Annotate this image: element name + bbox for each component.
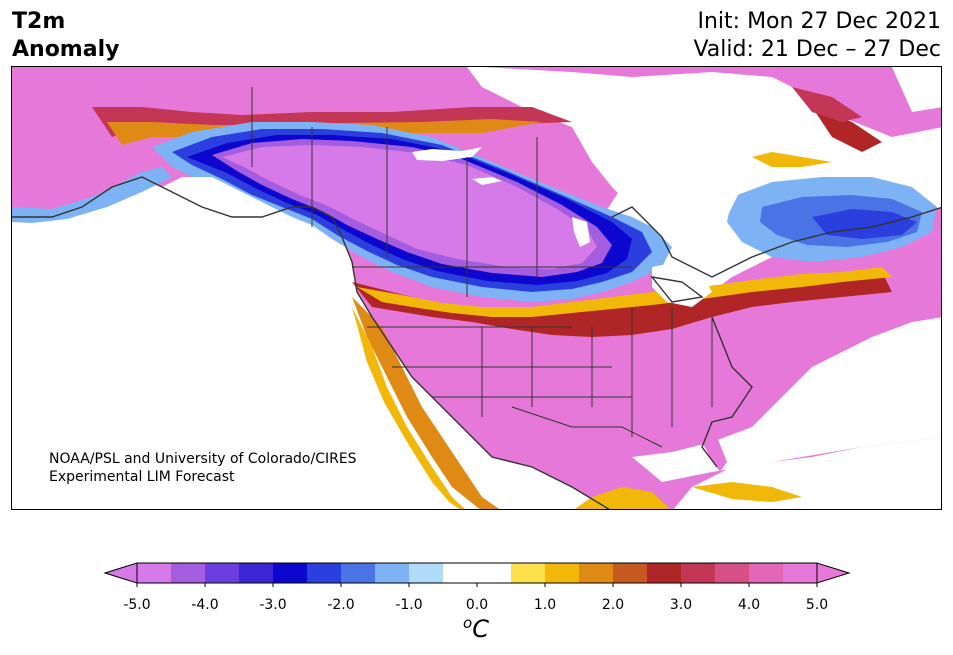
unit-letter: C [472,615,489,643]
title-line-1: T2m [12,9,66,34]
colorbar-over-arrow [816,562,851,584]
colorbar-tick-label: 1.0 [533,597,557,613]
colorbar [103,562,851,587]
title-line-2: Anomaly [12,37,120,62]
credit-line-1: NOAA/PSL and University of Colorado/CIRE… [49,451,357,467]
colorbar-tick-label: 2.0 [601,597,625,613]
colorbar-cell [579,563,614,583]
colorbar-cell [375,563,410,583]
colorbar-cell [409,563,444,583]
colorbar-unit: oC [463,614,489,643]
colorbar-cell [783,563,818,583]
colorbar-cell [681,563,716,583]
colorbar-cell [511,563,546,583]
cold-east [727,177,937,262]
colorbar-cell [477,563,512,583]
colorbar-cell [273,563,308,583]
colorbar-cell [341,563,376,583]
colorbar-cell [715,563,750,583]
colorbar-tick-label: -2.0 [327,597,355,613]
political-boundaries [251,87,713,448]
colorbar-tick-label: 5.0 [805,597,829,613]
colorbar-cell [239,563,274,583]
colorbar-cell [613,563,648,583]
colorbar-tick-label: 4.0 [737,597,761,613]
colorbar-tick-label: -4.0 [191,597,219,613]
colorbar-cell [137,563,172,583]
credit-text: NOAA/PSL and University of Colorado/CIRE… [49,450,357,486]
colorbar-tick-label: -3.0 [259,597,287,613]
valid-range: Valid: 21 Dec – 27 Dec [693,37,941,62]
colorbar-tick-label: -5.0 [123,597,151,613]
colorbar-cell [749,563,784,583]
init-date: Init: Mon 27 Dec 2021 [697,9,942,34]
colorbar-cells [137,563,818,583]
colorbar-cell [171,563,206,583]
forecast-dates: Init: Mon 27 Dec 2021 Valid: 21 Dec – 27… [693,8,941,64]
credit-line-2: Experimental LIM Forecast [49,469,235,485]
colorbar-tick-label: -1.0 [395,597,423,613]
colorbar-cell [443,563,478,583]
map-panel [11,66,942,510]
southeast-warm [692,427,802,502]
colorbar-tick-label: 0.0 [465,597,489,613]
colorbar-cell [647,563,682,583]
colorbar-under-arrow [103,562,138,584]
colorbar-ticks [136,583,818,587]
unit-degree: o [463,614,473,632]
coastlines [12,176,941,509]
colorbar-tick-label: 3.0 [669,597,693,613]
colorbar-cell [545,563,580,583]
colorbar-cell [205,563,240,583]
anomaly-map [12,67,941,509]
map-title: T2m Anomaly [12,8,119,64]
colorbar-cell [307,563,342,583]
ocean-white [12,67,941,509]
